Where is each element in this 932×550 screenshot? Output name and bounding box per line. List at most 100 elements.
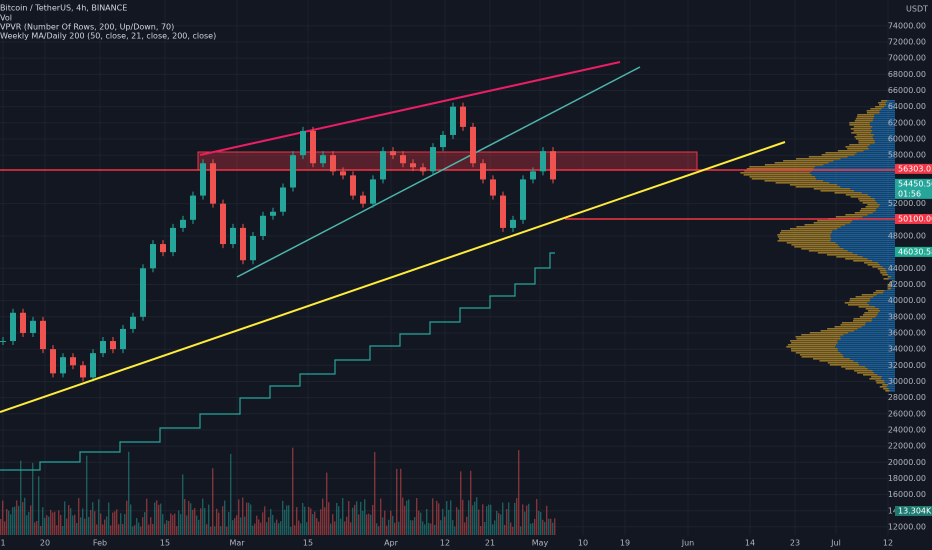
- volume-bar: [252, 525, 254, 535]
- vpvr-up: [870, 128, 895, 130]
- vpvr-up: [877, 314, 895, 316]
- vpvr-up: [865, 366, 895, 368]
- volume-bar: [26, 515, 28, 535]
- volume-bar: [64, 501, 66, 535]
- volume-bar: [284, 509, 286, 535]
- vpvr-down: [795, 352, 841, 354]
- vpvr-up: [837, 184, 895, 186]
- volume-bar: [442, 508, 444, 535]
- volume-bar: [90, 509, 92, 535]
- candle-body: [530, 171, 536, 180]
- vpvr-down: [853, 318, 873, 320]
- vpvr-up: [856, 152, 895, 154]
- volume-bar: [286, 505, 288, 535]
- volume-bar: [356, 501, 358, 535]
- price-tag: [895, 163, 932, 174]
- vpvr-up: [812, 170, 895, 172]
- vpvr-up: [880, 310, 895, 312]
- vpvr-down: [859, 200, 876, 202]
- volume-bar: [492, 524, 494, 535]
- vpvr-up: [830, 234, 895, 236]
- vpvr-up: [873, 138, 895, 140]
- volume-bar: [502, 502, 504, 535]
- volume-bar: [192, 509, 194, 535]
- volume-tag-label: 13.304K: [898, 507, 932, 516]
- volume-bar: [138, 522, 140, 535]
- vpvr-up: [862, 216, 895, 218]
- vpvr-up: [874, 198, 895, 200]
- vpvr-down: [794, 246, 840, 248]
- vpvr-down: [791, 350, 838, 352]
- volume-bar: [290, 526, 292, 535]
- volume-bar: [144, 512, 146, 535]
- candle-body: [90, 353, 96, 378]
- volume-bar: [400, 468, 402, 535]
- volume-bar: [196, 515, 198, 535]
- y-tick-label: 32000.00: [888, 361, 926, 370]
- volume-bar: [314, 511, 316, 535]
- x-tick-label: 15: [160, 539, 170, 548]
- vpvr-up: [878, 308, 895, 310]
- x-tick-label: Jul: [830, 539, 841, 548]
- volume-bar: [288, 505, 290, 535]
- vpvr-down: [872, 266, 883, 268]
- volume-bar: [262, 512, 264, 535]
- candle-body: [270, 211, 276, 216]
- candle-body: [80, 365, 86, 378]
- volume-bar: [212, 468, 214, 535]
- volume-bar: [22, 502, 24, 535]
- x-tick-label: 12: [440, 539, 450, 548]
- y-tick-label: 62000.00: [888, 118, 926, 127]
- volume-bar: [454, 526, 456, 535]
- vpvr-up: [879, 110, 895, 112]
- vpvr-down: [813, 358, 850, 360]
- vpvr-down: [849, 298, 871, 300]
- volume-bar: [16, 500, 18, 535]
- vpvr-up: [843, 334, 895, 336]
- vpvr-up: [811, 174, 895, 176]
- vpvr-up: [840, 352, 895, 354]
- vpvr-down: [801, 334, 844, 336]
- volume-bar: [218, 512, 220, 535]
- volume-bar: [434, 524, 436, 535]
- volume-bar: [388, 519, 390, 535]
- vpvr-up: [876, 294, 895, 296]
- volume-bar: [276, 519, 278, 535]
- volume-bar: [30, 505, 32, 535]
- x-tick-label: 1: [0, 539, 5, 548]
- vpvr-up: [885, 268, 895, 270]
- y-tick-label: 18000.00: [888, 474, 926, 483]
- candle-body: [310, 130, 316, 164]
- legend-vpvr: VPVR (Number Of Rows, 200, Up/Down, 70): [0, 23, 174, 32]
- volume-bar: [88, 516, 90, 535]
- vpvr-down: [819, 360, 854, 362]
- vpvr-down: [866, 110, 880, 112]
- volume-bar: [418, 510, 420, 535]
- volume-bar: [300, 523, 302, 535]
- volume-bar: [110, 525, 112, 535]
- candle-body: [460, 106, 466, 127]
- candle-body: [430, 147, 436, 172]
- volume-bar: [86, 455, 88, 535]
- vpvr-up: [875, 210, 895, 212]
- volume-bar: [170, 513, 172, 535]
- vpvr-up: [872, 136, 895, 138]
- vpvr-down: [847, 304, 870, 306]
- y-tick-label: 22000.00: [888, 442, 926, 451]
- volume-bar: [32, 462, 34, 535]
- volume-bar: [92, 502, 94, 535]
- vpvr-up: [875, 316, 895, 318]
- vpvr-up: [840, 336, 895, 338]
- volume-bar: [484, 521, 486, 535]
- vpvr-up: [886, 272, 895, 274]
- x-tick-label: 14: [745, 539, 755, 548]
- vpvr-up: [874, 116, 895, 118]
- vpvr-up: [852, 252, 895, 254]
- vpvr-down: [854, 136, 873, 138]
- vpvr-down: [875, 290, 885, 292]
- y-tick-label: 44000.00: [888, 264, 926, 273]
- vpvr-up: [874, 372, 895, 374]
- volume-bar: [486, 506, 488, 535]
- vpvr-down: [827, 254, 858, 256]
- vpvr-up: [879, 264, 895, 266]
